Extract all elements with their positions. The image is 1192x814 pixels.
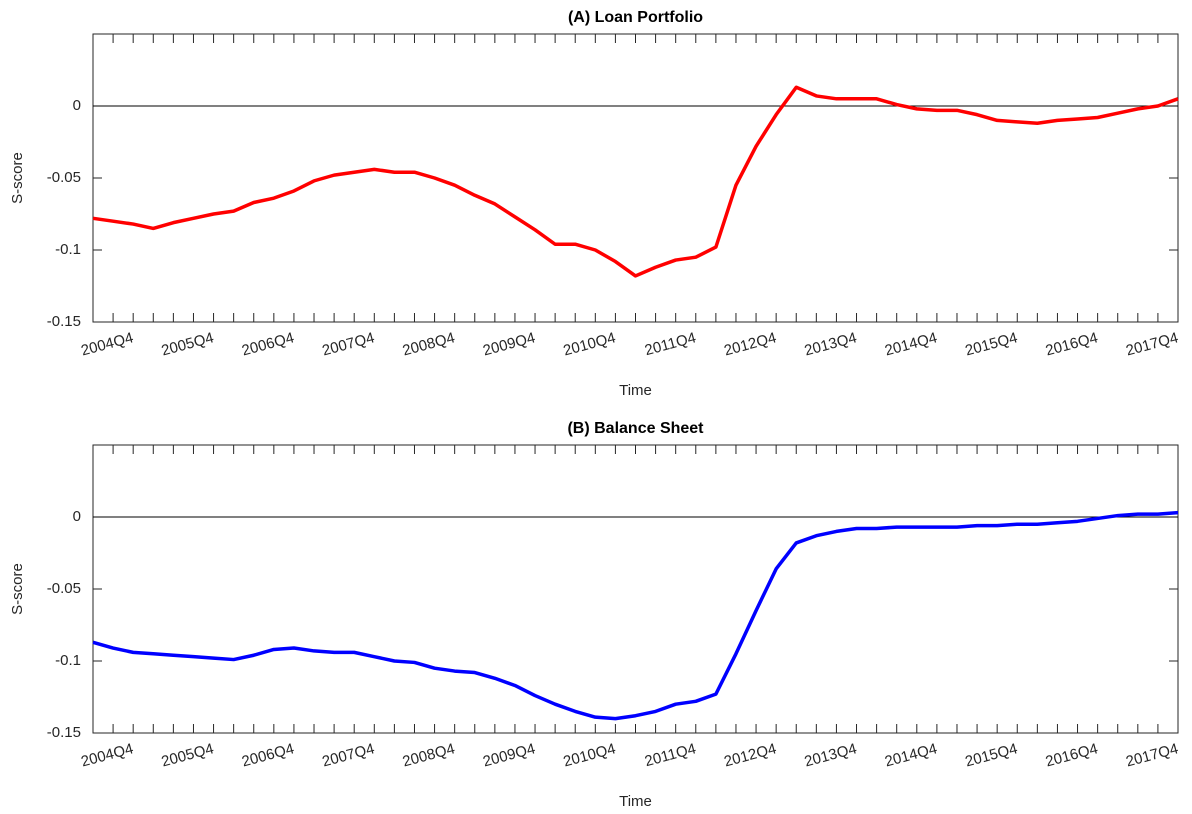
y-tick-label: 0: [73, 97, 81, 114]
x-tick-label: 2004Q4: [79, 740, 135, 770]
x-tick-label: 2016Q4: [1044, 740, 1100, 770]
x-tick-label: 2007Q4: [320, 329, 376, 359]
plot-area: [92, 33, 1179, 323]
x-tick-label: 2012Q4: [722, 329, 778, 359]
x-tick-label: 2009Q4: [481, 329, 537, 359]
x-tick-label: 2004Q4: [79, 329, 135, 359]
y-axis-label: S-score: [9, 563, 26, 615]
y-axis-label: S-score: [9, 152, 26, 204]
x-tick-label: 2010Q4: [561, 329, 617, 359]
x-tick-label: 2016Q4: [1044, 329, 1100, 359]
x-tick-label: 2007Q4: [320, 740, 376, 770]
y-tick-label: -0.05: [47, 580, 81, 597]
y-tick-label: 0: [73, 508, 81, 525]
x-tick-label: 2015Q4: [963, 329, 1019, 359]
x-tick-label: 2009Q4: [481, 740, 537, 770]
x-tick-label: 2017Q4: [1124, 329, 1180, 359]
x-tick-label: 2010Q4: [561, 740, 617, 770]
x-tick-label: 2012Q4: [722, 740, 778, 770]
x-tick-label: 2008Q4: [401, 740, 457, 770]
x-tick-label: 2011Q4: [643, 329, 698, 359]
x-tick-label: 2017Q4: [1124, 740, 1180, 770]
x-tick-label: 2005Q4: [160, 329, 216, 359]
x-tick-label: 2015Q4: [963, 740, 1019, 770]
x-tick-label: 2008Q4: [401, 329, 457, 359]
y-tick-label: -0.1: [55, 241, 81, 258]
chart-title: (A) Loan Portfolio: [568, 9, 703, 26]
y-tick-label: -0.15: [47, 313, 81, 330]
data-line: [92, 85, 1179, 278]
x-tick-label: 2013Q4: [803, 329, 859, 359]
x-axis-label: Time: [619, 382, 652, 399]
x-tick-label: 2011Q4: [643, 740, 698, 770]
plot-area: [92, 444, 1179, 734]
x-tick-label: 2006Q4: [240, 740, 296, 770]
x-tick-label: 2006Q4: [240, 329, 296, 359]
y-tick-label: -0.1: [55, 652, 81, 669]
x-tick-label: 2013Q4: [803, 740, 859, 770]
x-tick-label: 2014Q4: [883, 329, 939, 359]
data-line: [92, 510, 1179, 721]
x-axis-label: Time: [619, 793, 652, 810]
y-tick-label: -0.05: [47, 169, 81, 186]
x-tick-label: 2014Q4: [883, 740, 939, 770]
x-tick-label: 2005Q4: [160, 740, 216, 770]
y-tick-label: -0.15: [47, 724, 81, 741]
chart-title: (B) Balance Sheet: [567, 420, 704, 437]
